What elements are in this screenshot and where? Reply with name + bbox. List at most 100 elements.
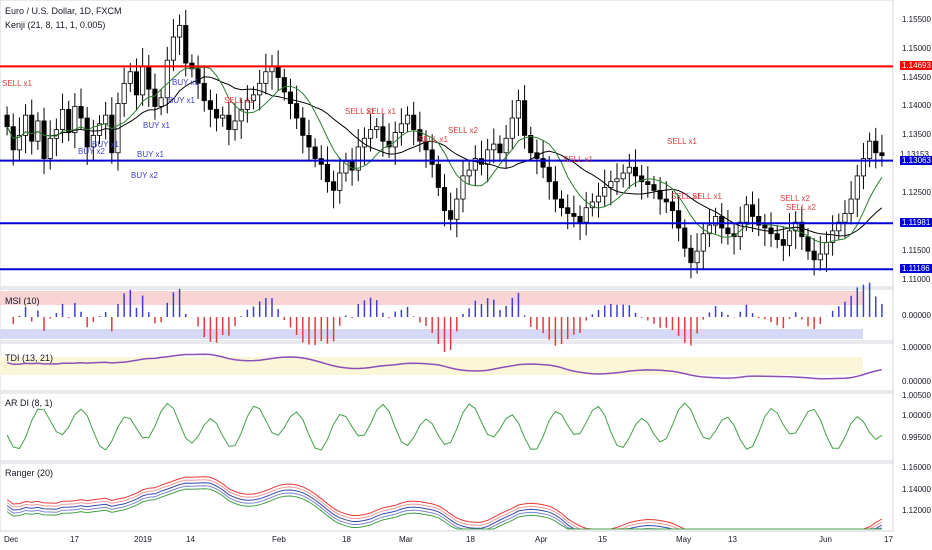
candle-up	[515, 100, 521, 119]
buy-signal-label: BUY x2	[131, 171, 158, 180]
x-axis-label: Mar	[399, 535, 413, 544]
x-axis-label: 13	[728, 535, 737, 544]
candle-up	[90, 134, 96, 148]
candle-down	[324, 163, 331, 183]
candle-up	[466, 169, 472, 177]
candle-up	[743, 204, 749, 223]
price-level-tag: 1.13063	[900, 155, 932, 165]
candle-down	[805, 236, 811, 252]
candle-up	[860, 158, 866, 177]
candle-down	[109, 114, 115, 154]
x-axis-label: 18	[342, 535, 351, 544]
candle-down	[183, 25, 189, 64]
x-axis-label: 17	[70, 535, 79, 544]
candle-up	[103, 114, 109, 125]
candle-down	[275, 65, 281, 78]
candle-up	[454, 198, 460, 220]
ardi-pane-title: AR DI (8, 1)	[5, 398, 53, 408]
price-tick-label: 1.11000	[902, 275, 931, 285]
candle-down	[522, 100, 528, 136]
candle-up	[127, 71, 133, 84]
ranger-band-line	[6, 488, 882, 530]
candle-up	[244, 100, 250, 110]
candle-up	[72, 106, 78, 133]
x-axis-label: May	[676, 535, 692, 544]
sell-signal-label: SELL x1	[563, 155, 593, 164]
sell-signal-label: SELL x2	[786, 203, 816, 212]
sell-signal-label: SELL x1	[224, 96, 254, 105]
price-level-tag: 1.13153	[900, 150, 929, 159]
price-tick-label: 1.14500	[902, 72, 931, 82]
candle-up	[170, 36, 176, 61]
ardi-line	[6, 402, 883, 451]
candle-up	[823, 242, 830, 255]
candle-down	[528, 134, 534, 154]
candle-up	[263, 71, 269, 84]
candle-down	[201, 82, 207, 102]
candle-down	[651, 184, 657, 191]
candle-up	[614, 178, 620, 183]
candle-down	[226, 114, 232, 131]
x-axis-label: Apr	[535, 535, 548, 544]
candle-up	[842, 213, 848, 223]
price-level-tag: 1.14693	[900, 61, 932, 71]
candle-down	[756, 216, 762, 226]
symbol-title: Euro / U.S. Dollar, 1D, FXCM	[5, 6, 122, 16]
sell-signal-label: SELL x2	[780, 194, 810, 203]
candle-down	[312, 146, 318, 159]
candle-up	[793, 221, 799, 232]
candle-down	[565, 207, 571, 214]
candle-down	[645, 181, 651, 185]
candle-up	[817, 253, 823, 261]
candle-down	[146, 65, 152, 90]
candle-up	[16, 134, 22, 151]
ma-fast-line	[6, 66, 883, 244]
candle-down	[41, 120, 47, 159]
sell-signal-label: SELL x1	[366, 107, 396, 116]
candle-down	[811, 250, 817, 261]
candle-up	[250, 94, 257, 102]
candle-down	[719, 216, 725, 229]
tdi-line	[6, 353, 883, 380]
candle-up	[700, 233, 706, 252]
candle-down	[762, 224, 768, 229]
sell-signal-label: SELL x1	[418, 135, 448, 144]
candle-down	[497, 143, 503, 154]
x-axis-label: Feb	[272, 535, 286, 544]
price-tick-label: 1.11500	[902, 246, 931, 256]
candle-up	[47, 137, 53, 159]
candle-down	[669, 201, 676, 212]
candle-up	[854, 175, 860, 200]
candle-down	[632, 166, 639, 177]
candle-down	[78, 106, 84, 119]
ardi-scale-label: 1.00500	[902, 391, 931, 400]
sell-signal-label: SELL x1	[345, 107, 375, 116]
candle-up	[23, 114, 29, 136]
candle-up	[374, 126, 380, 131]
buy-signal-label: BUY x1	[92, 140, 119, 149]
candle-down	[546, 166, 552, 183]
candle-down	[571, 213, 577, 217]
candle-up	[706, 224, 712, 235]
candle-up	[257, 82, 263, 96]
candle-up	[337, 172, 343, 191]
tdi-pane-title: TDI (13, 21)	[5, 353, 54, 363]
ranger-scale-label: 1.14000	[902, 485, 931, 494]
candle-down	[676, 210, 682, 229]
x-axis-label: Jun	[819, 535, 832, 544]
candle-down	[300, 117, 306, 136]
candle-down	[749, 204, 756, 217]
candle-up	[355, 146, 361, 171]
candle-up	[694, 250, 700, 264]
candle-down	[287, 91, 294, 104]
price-level-tag: 1.11186	[900, 264, 932, 274]
candle-up	[164, 59, 170, 99]
candle-down	[780, 239, 786, 246]
ardi-pane-border	[0, 392, 894, 462]
candle-up	[830, 230, 836, 243]
x-axis-label: 18	[466, 535, 475, 544]
candle-down	[349, 161, 355, 171]
buy-signal-label: BUY x1	[143, 121, 170, 130]
